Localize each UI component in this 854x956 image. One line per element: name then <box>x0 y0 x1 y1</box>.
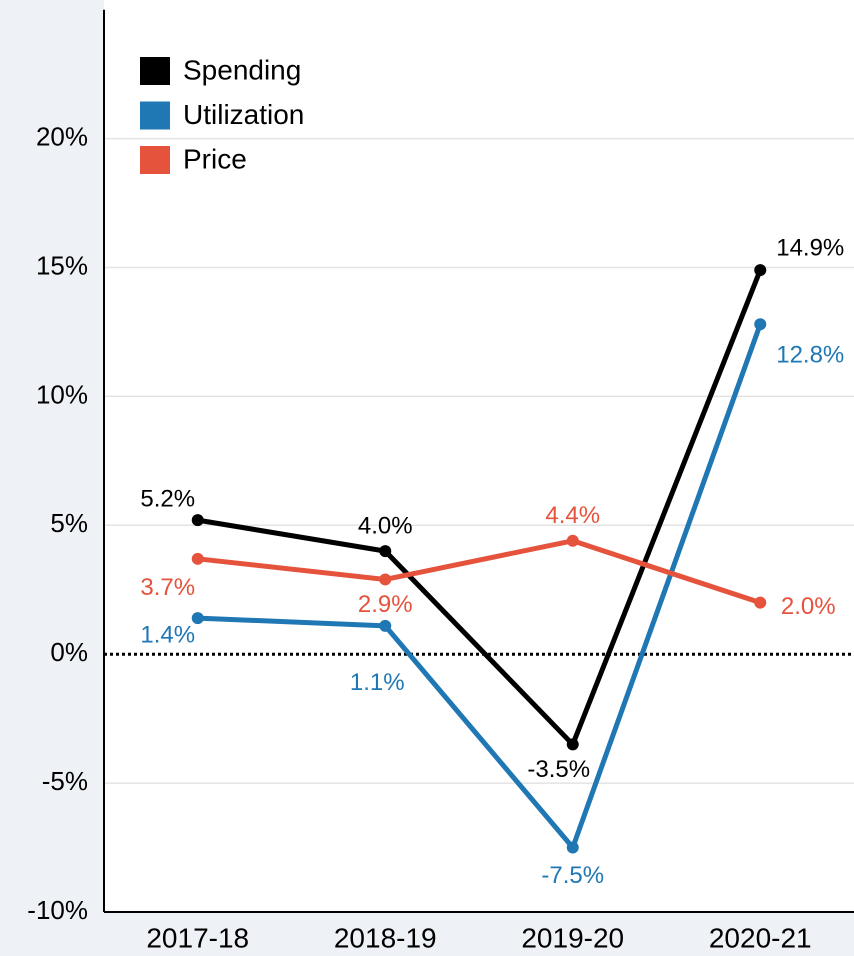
y-tick-label: 10% <box>36 379 88 409</box>
line <box>197 323 763 851</box>
y-tick-label: 20% <box>36 121 88 151</box>
data-label: -7.5% <box>541 862 604 889</box>
legend-label: Utilization <box>183 99 304 130</box>
y-tick-label: -5% <box>42 766 88 796</box>
point <box>566 738 579 751</box>
data-label: 12.8% <box>776 342 844 369</box>
x-tick-label: 2018-19 <box>334 922 437 953</box>
legend-label: Price <box>183 143 247 174</box>
y-tick-label: 15% <box>36 250 88 280</box>
point <box>754 318 767 331</box>
legend-swatch <box>140 146 170 174</box>
point <box>379 573 392 586</box>
y-tick-label: 0% <box>50 637 88 667</box>
y-tick-label: -10% <box>27 895 88 925</box>
point <box>566 841 579 854</box>
x-tick-label: 2020-21 <box>709 922 812 953</box>
point <box>191 514 204 527</box>
legend-swatch <box>140 101 170 130</box>
data-label: 3.7% <box>140 574 195 601</box>
point <box>754 264 767 277</box>
data-label: 4.4% <box>545 502 600 529</box>
data-label: 4.0% <box>358 512 413 539</box>
legend-label: Spending <box>183 54 301 85</box>
line <box>197 538 762 606</box>
point <box>379 545 392 558</box>
y-tick-label: 5% <box>50 508 88 538</box>
point <box>566 534 579 547</box>
data-label: 14.9% <box>776 234 844 261</box>
x-tick-label: 2019-20 <box>521 922 624 953</box>
legend-swatch <box>140 57 170 85</box>
point <box>379 619 392 632</box>
point <box>191 552 204 565</box>
data-label: 1.4% <box>140 621 195 648</box>
x-tick-label: 2017-18 <box>146 922 249 953</box>
data-label: -3.5% <box>527 756 590 783</box>
data-label: 2.9% <box>358 591 413 618</box>
line <box>197 269 763 747</box>
plot-area <box>104 0 854 911</box>
point <box>191 612 204 625</box>
data-label: 1.1% <box>350 669 405 696</box>
data-label: 5.2% <box>140 485 195 512</box>
data-label: 2.0% <box>781 593 836 620</box>
point <box>754 596 767 609</box>
